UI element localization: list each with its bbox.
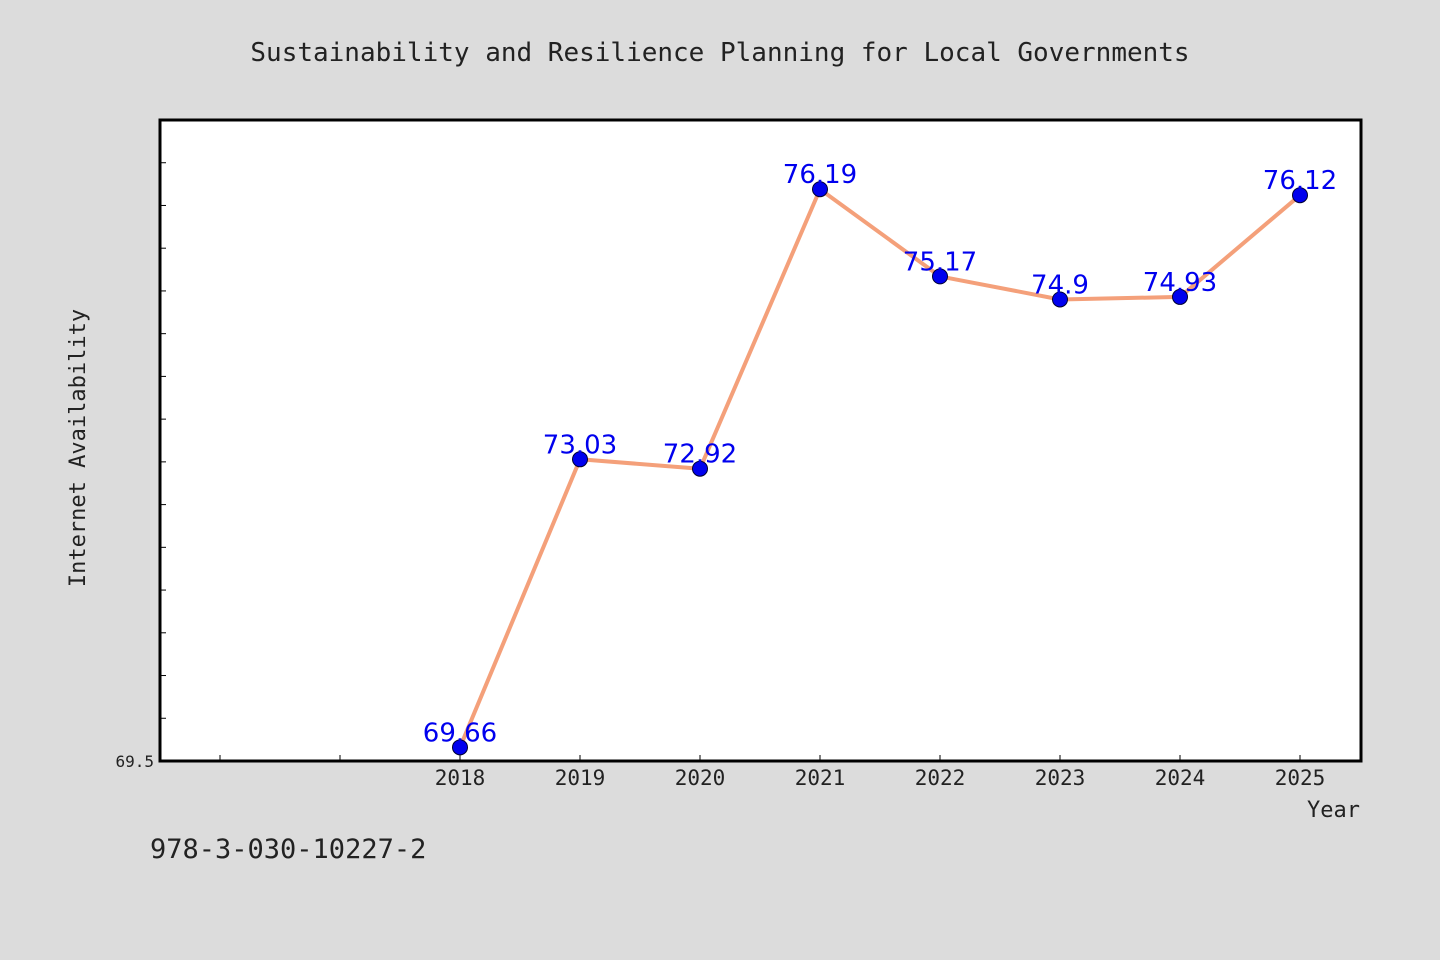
data-label: 74.9 <box>1031 270 1089 300</box>
chart-title: Sustainability and Resilience Planning f… <box>250 38 1189 68</box>
x-tick-label: 2025 <box>1275 766 1326 790</box>
x-axis-label: Year <box>1307 798 1360 823</box>
data-label: 74.93 <box>1143 268 1217 298</box>
data-label: 72.92 <box>663 440 737 470</box>
data-point <box>452 739 468 756</box>
data-point <box>1172 288 1188 305</box>
data-point <box>1052 291 1068 308</box>
data-label: 76.12 <box>1263 166 1337 196</box>
x-tick-label: 2022 <box>915 766 966 790</box>
x-tick-label: 2023 <box>1035 766 1086 790</box>
data-point <box>932 268 948 285</box>
data-label: 73.03 <box>543 430 617 460</box>
data-label: 75.17 <box>903 247 977 277</box>
series-line <box>458 187 1302 749</box>
data-point <box>812 181 828 198</box>
x-tick-label: 2021 <box>795 766 846 790</box>
x-tick-label: 2018 <box>435 766 486 790</box>
x-tick-label: 2019 <box>555 766 606 790</box>
x-tick-label: 2024 <box>1155 766 1206 790</box>
data-point <box>572 451 588 468</box>
axis-ticks: 69.5 2018 2019 2020 2021 2022 2023 2024 2025 <box>115 119 1326 790</box>
data-point <box>692 460 708 477</box>
data-label: 76.19 <box>783 160 857 190</box>
data-point <box>1292 187 1308 204</box>
y-axis-label: Internet Availability <box>66 309 91 587</box>
x-tick-label: 2020 <box>675 766 726 790</box>
plot-area <box>158 118 1363 763</box>
data-series: 69.66 73.03 72.92 76.19 75.17 74.9 74.93 76.12 <box>423 160 1337 756</box>
isbn-footer: 978-3-030-10227-2 <box>150 834 427 865</box>
y-tick-label: 69.5 <box>115 752 154 771</box>
data-label: 69.66 <box>423 718 497 748</box>
